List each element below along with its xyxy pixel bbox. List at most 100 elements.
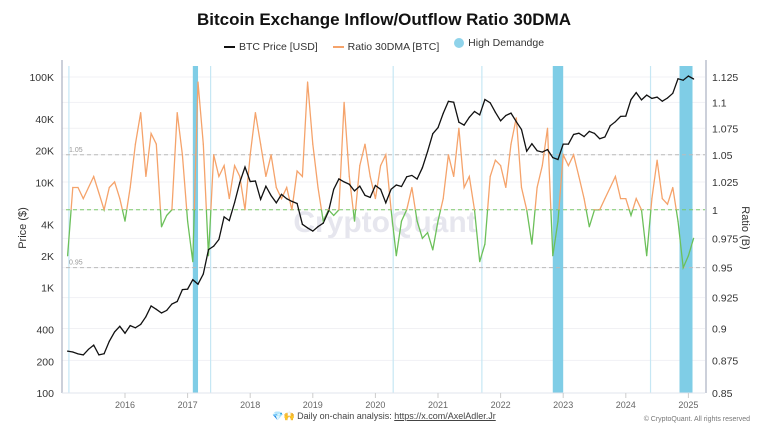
btc-price-point	[213, 245, 215, 247]
ratio-point	[202, 143, 204, 145]
btc-price-point	[280, 193, 283, 195]
ratio-point	[484, 243, 486, 245]
ratio-point	[296, 170, 298, 172]
legend-item-high-demand[interactable]: High Demandge	[454, 37, 544, 49]
btc-price-point	[604, 136, 606, 138]
btc-price-point	[578, 132, 580, 134]
btc-price-point	[625, 115, 627, 117]
btc-price-point	[416, 178, 418, 180]
btc-price-point	[619, 115, 622, 118]
ratio-point	[233, 164, 236, 167]
ratio-point	[145, 175, 147, 178]
x-tick-label: 2023	[553, 400, 573, 410]
ratio-point	[661, 197, 663, 200]
ratio-point	[374, 197, 376, 200]
y-right-tick-label: 1.025	[712, 177, 738, 189]
y-right-tick-label: 0.85	[712, 388, 733, 400]
btc-price-point	[505, 114, 507, 117]
btc-price-point	[150, 305, 152, 307]
footer-link[interactable]: https://x.com/AxelAdler.Jr	[394, 411, 496, 421]
btc-price-point	[520, 128, 523, 131]
ratio-point	[635, 197, 637, 200]
watermark: CryptoQuant	[293, 206, 476, 239]
ratio-point	[536, 186, 538, 189]
reference-line-label: 0.95	[69, 260, 83, 267]
btc-price-point	[108, 340, 110, 342]
ratio-point	[421, 237, 423, 239]
btc-price-point	[687, 75, 690, 77]
btc-price-point	[134, 327, 137, 329]
btc-price-point	[468, 116, 470, 118]
ratio-point	[614, 175, 616, 178]
ratio-point	[218, 175, 220, 178]
y-right-tick-label: 0.875	[712, 355, 738, 367]
ratio-point	[406, 209, 408, 211]
ratio-point	[583, 197, 585, 200]
btc-price-point	[322, 222, 324, 224]
btc-price-point	[677, 78, 679, 80]
btc-price-point	[155, 308, 157, 310]
x-tick-label: 2024	[616, 400, 636, 410]
ratio-point	[640, 209, 643, 211]
line-swatch-icon	[223, 46, 235, 48]
ratio-point	[348, 175, 350, 178]
ratio-point	[327, 209, 330, 211]
ratio-point	[520, 186, 523, 189]
btc-price-point	[494, 111, 496, 113]
ratio-point	[150, 132, 152, 135]
x-tick-label: 2020	[365, 400, 385, 410]
btc-price-point	[672, 92, 674, 94]
ratio-point	[359, 164, 361, 167]
legend-label: Ratio 30DMA [BTC]	[347, 41, 440, 53]
ratio-point	[280, 197, 283, 200]
btc-price-point	[187, 288, 189, 290]
ratio-point	[333, 214, 335, 217]
btc-price-point	[369, 196, 371, 199]
x-tick-label: 2021	[428, 400, 448, 410]
ratio-point	[395, 255, 397, 257]
btc-price-point	[609, 125, 611, 127]
btc-price-point	[176, 300, 178, 303]
btc-price-point	[327, 210, 330, 213]
ratio-point	[646, 255, 648, 257]
ratio-point	[312, 143, 314, 145]
btc-price-point	[67, 350, 69, 352]
btc-price-point	[546, 148, 549, 151]
btc-price-point	[552, 156, 554, 159]
high-demand-band	[481, 66, 483, 393]
ratio-point	[249, 154, 251, 156]
ratio-point	[604, 197, 606, 200]
ratio-point	[197, 81, 199, 83]
btc-price-point	[666, 97, 669, 99]
ratio-point	[171, 209, 173, 211]
ratio-point	[453, 175, 455, 178]
btc-price-point	[145, 316, 147, 318]
ratio-point	[619, 197, 622, 200]
ratio-point	[286, 186, 288, 189]
ratio-point	[353, 220, 356, 222]
legend-item-ratio[interactable]: Ratio 30DMA [BTC]	[332, 41, 440, 53]
ratio-point	[306, 81, 309, 83]
btc-price-point	[390, 188, 392, 190]
btc-price-point	[693, 78, 695, 80]
ratio-point	[192, 261, 194, 263]
btc-price-point	[228, 219, 230, 222]
ratio-point	[244, 209, 246, 211]
btc-price-point	[421, 167, 423, 169]
btc-price-point	[359, 185, 361, 187]
ratio-line-above	[70, 81, 677, 210]
btc-price-point	[682, 79, 684, 81]
btc-price-point	[87, 348, 90, 350]
ratio-point	[113, 181, 116, 183]
btc-price-point	[249, 180, 251, 183]
ratio-point	[625, 197, 627, 200]
ratio-point	[134, 143, 137, 145]
x-tick-label: 2025	[678, 400, 698, 410]
ratio-point	[103, 209, 105, 211]
legend-item-btc-price[interactable]: BTC Price [USD]	[223, 41, 318, 53]
btc-price-point	[447, 100, 450, 102]
x-tick-label: 2019	[303, 400, 323, 410]
y-right-tick-label: 0.975	[712, 233, 738, 245]
btc-price-point	[140, 323, 142, 326]
btc-price-point	[192, 279, 194, 281]
